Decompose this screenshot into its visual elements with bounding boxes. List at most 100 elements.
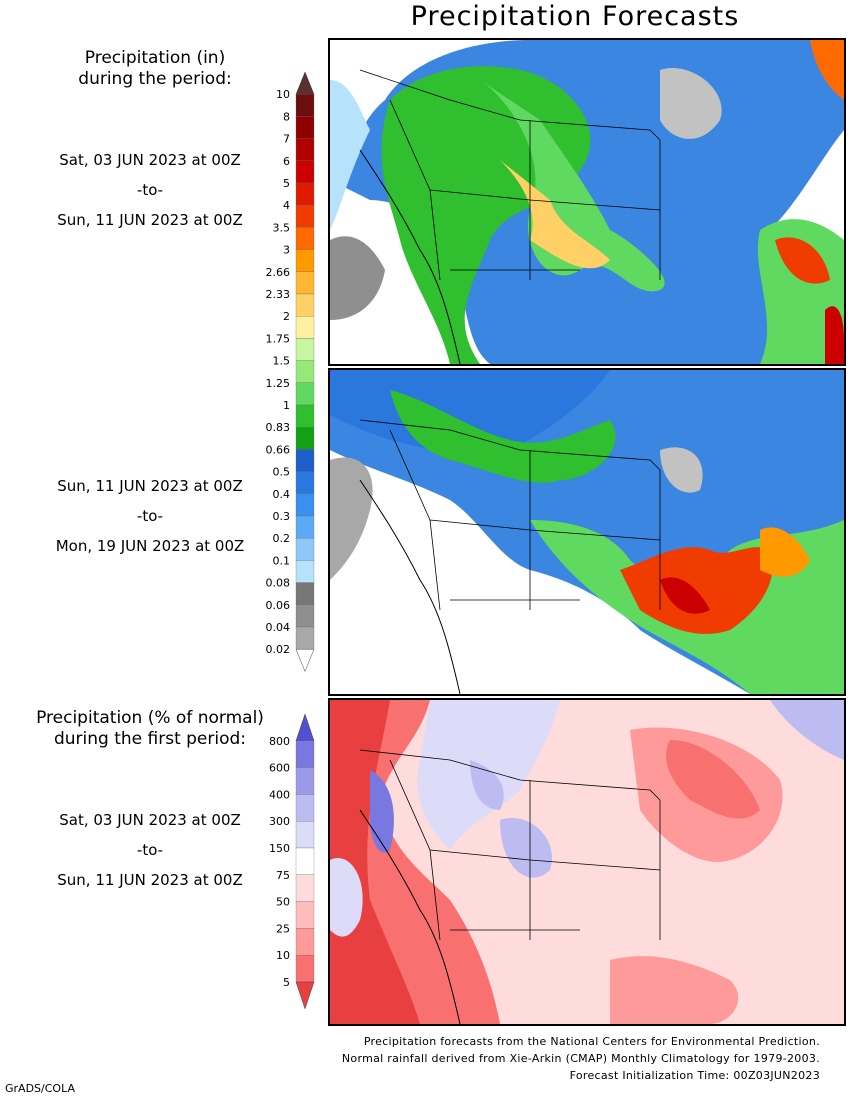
amount-colorbar-tick: 0.1 (273, 554, 291, 567)
amount-colorbar-tick: 10 (276, 88, 290, 101)
percent-colorbar-segment (295, 740, 315, 768)
percent-colorbar-segment (295, 874, 315, 902)
period1-sep: -to- (136, 181, 164, 199)
percent-colorbar-tick: 600 (269, 762, 290, 775)
percent-colorbar-bottom-arrow (295, 981, 315, 1010)
period2-end: Mon, 19 JUN 2023 at 00Z (55, 537, 245, 555)
amount-colorbar-segment (295, 205, 315, 228)
percent-colorbar-tick: 25 (276, 922, 290, 935)
footer-line3: Forecast Initialization Time: 00Z03JUN20… (569, 1069, 820, 1082)
amount-colorbar-tick: 2 (283, 310, 290, 323)
amount-colorbar-segment (295, 382, 315, 406)
percent-colorbar-segment (295, 794, 315, 822)
period1-label: Sat, 03 JUN 2023 at 00Z -to- Sun, 11 JUN… (10, 152, 290, 242)
amount-colorbar-segment (295, 582, 315, 605)
amount-colorbar-segment (295, 604, 315, 628)
period2-sep: -to- (136, 507, 164, 525)
amount-legend-heading-line2: during the period: (78, 69, 232, 89)
percent-colorbar-tick: 150 (269, 842, 290, 855)
amount-colorbar-segment (295, 249, 315, 272)
footer-notes: Precipitation forecasts from the Nationa… (342, 1033, 820, 1084)
amount-colorbar-top-arrow (295, 71, 315, 95)
percent-colorbar-tick: 300 (269, 815, 290, 828)
amount-colorbar-segment (295, 427, 315, 450)
amount-colorbar-segment (295, 626, 315, 650)
amount-colorbar-tick: 0.08 (266, 577, 291, 590)
percent-legend-heading: Precipitation (% of normal) during the f… (10, 708, 290, 750)
amount-colorbar-segment (295, 471, 315, 494)
amount-colorbar-tick: 6 (283, 155, 290, 168)
period3-start: Sat, 03 JUN 2023 at 00Z (59, 811, 241, 829)
amount-colorbar-segment (295, 560, 315, 583)
amount-colorbar-segment (295, 316, 315, 339)
amount-colorbar-tick: 0.66 (266, 443, 291, 456)
amount-colorbar-tick: 3.5 (273, 221, 291, 234)
percent-colorbar-tick: 75 (276, 869, 290, 882)
amount-colorbar-segment (295, 449, 315, 472)
amount-colorbar-tick: 1.75 (266, 332, 291, 345)
amount-colorbar-tick: 0.06 (266, 599, 291, 612)
percent-colorbar-top-arrow (295, 713, 315, 742)
period3-sep: -to- (136, 841, 164, 859)
amount-colorbar-tick: 2.66 (266, 266, 291, 279)
amount-colorbar-segment (295, 138, 315, 161)
amount-colorbar-svg: 10 8 7 6 5 4 3.5 3 2.66 2.33 2 1.75 1.5 1.25 1 0.83 0.66… (266, 71, 315, 673)
amount-colorbar-tick: 1.25 (266, 377, 291, 390)
percent-normal-map-svg (330, 700, 844, 1024)
amount-colorbar-tick: 4 (283, 199, 290, 212)
percent-legend-heading-line2: during the first period: (53, 729, 247, 749)
forecast-map-week2 (328, 368, 846, 696)
forecast-map-week1 (328, 38, 846, 366)
percent-colorbar-segment (295, 821, 315, 849)
percent-colorbar-segment (295, 847, 315, 875)
amount-colorbar-tick: 5 (283, 177, 290, 190)
footer-line2: Normal rainfall derived from Xie-Arkin (… (341, 1052, 820, 1065)
period2-start: Sun, 11 JUN 2023 at 00Z (57, 477, 243, 495)
amount-colorbar-segment (295, 227, 315, 250)
period3-label: Sat, 03 JUN 2023 at 00Z -to- Sun, 11 JUN… (10, 812, 290, 902)
amount-colorbar-segment (295, 515, 315, 539)
amount-colorbar-segment (295, 493, 315, 517)
amount-colorbar-tick: 0.83 (266, 421, 291, 434)
amount-colorbar-tick: 1 (283, 399, 290, 412)
percent-colorbar: 800 600 400 300 150 75 50 25 10 5 (230, 712, 320, 1017)
amount-colorbar-tick: 0.02 (266, 643, 291, 656)
amount-colorbar-segment (295, 94, 315, 117)
amount-legend-heading-line1: Precipitation (in) (84, 48, 226, 68)
amount-colorbar-tick: 0.5 (273, 466, 291, 479)
amount-colorbar-tick: 0.4 (273, 488, 291, 501)
percent-colorbar-svg: 800 600 400 300 150 75 50 25 10 5 (269, 713, 315, 1010)
amount-colorbar-segment (295, 404, 315, 428)
amount-colorbar-tick: 1.5 (273, 355, 291, 368)
amount-colorbar-segment (295, 360, 315, 383)
percent-normal-map (328, 698, 846, 1026)
percent-colorbar-tick: 400 (269, 788, 290, 801)
percent-colorbar-segment (295, 901, 315, 929)
amount-legend-heading: Precipitation (in) during the period: (55, 48, 255, 90)
percent-colorbar-segment (295, 767, 315, 795)
footer-line1: Precipitation forecasts from the Nationa… (363, 1035, 820, 1048)
forecast-map-week1-svg (330, 40, 844, 364)
percent-colorbar-tick: 50 (276, 896, 290, 909)
amount-colorbar-segment (295, 338, 315, 361)
amount-colorbar-segment (295, 271, 315, 295)
amount-colorbar-tick: 3 (283, 244, 290, 257)
amount-colorbar-tick: 8 (283, 110, 290, 123)
percent-colorbar-tick: 10 (276, 949, 290, 962)
amount-colorbar-tick: 0.3 (273, 510, 291, 523)
percent-colorbar-segment (295, 955, 315, 983)
period2-label: Sun, 11 JUN 2023 at 00Z -to- Mon, 19 JUN… (10, 478, 290, 568)
amount-colorbar-segment (295, 538, 315, 561)
amount-colorbar: 10 8 7 6 5 4 3.5 3 2.66 2.33 2 1.75 1.5 1.25 1 0.83 0.66… (230, 71, 320, 673)
period3-end: Sun, 11 JUN 2023 at 00Z (57, 871, 243, 889)
grads-credit: GrADS/COLA (5, 1082, 75, 1095)
page-title: Precipitation Forecasts (410, 1, 740, 32)
amount-colorbar-tick: 0.04 (266, 621, 291, 634)
period1-start: Sat, 03 JUN 2023 at 00Z (59, 151, 241, 169)
period1-end: Sun, 11 JUN 2023 at 00Z (57, 211, 243, 229)
amount-colorbar-segment (295, 160, 315, 184)
amount-colorbar-tick: 2.33 (266, 288, 291, 301)
percent-legend-heading-line1: Precipitation (% of normal) (36, 708, 264, 728)
amount-colorbar-segment (295, 116, 315, 139)
amount-colorbar-tick: 0.2 (273, 532, 291, 545)
